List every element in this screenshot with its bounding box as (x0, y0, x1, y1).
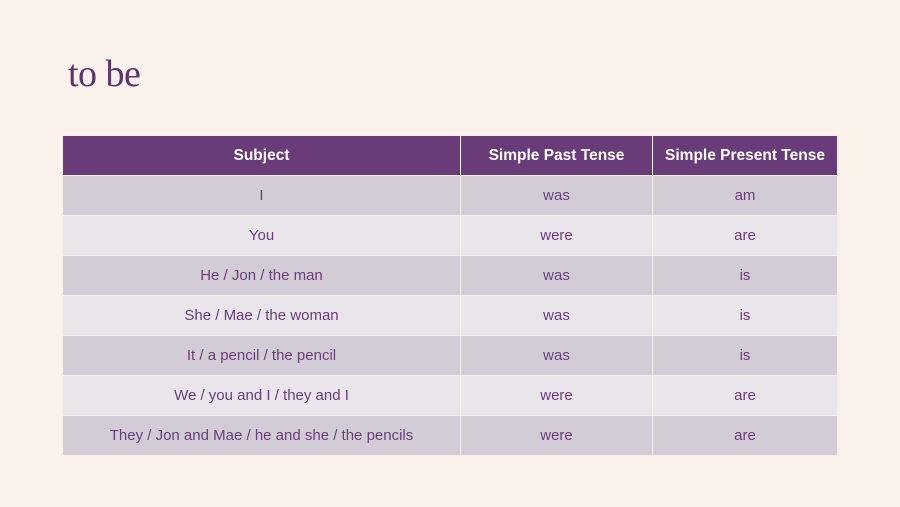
present-cell: am (652, 175, 838, 216)
header-present: Simple Present Tense (652, 135, 838, 176)
table-header-row: Subject Simple Past Tense Simple Present… (62, 135, 838, 176)
table-row: You were are (62, 215, 838, 256)
header-past: Simple Past Tense (460, 135, 653, 176)
header-subject: Subject (62, 135, 461, 176)
conjugation-table: Subject Simple Past Tense Simple Present… (62, 135, 838, 456)
subject-cell: I (62, 175, 461, 216)
subject-cell: You (62, 215, 461, 256)
page-title: to be (68, 53, 141, 95)
subject-cell: It / a pencil / the pencil (62, 335, 461, 376)
table-row: It / a pencil / the pencil was is (62, 335, 838, 376)
present-cell: is (652, 255, 838, 296)
table-row: She / Mae / the woman was is (62, 295, 838, 336)
subject-cell: She / Mae / the woman (62, 295, 461, 336)
past-cell: were (460, 215, 653, 256)
past-cell: were (460, 375, 653, 416)
past-cell: was (460, 295, 653, 336)
present-cell: are (652, 415, 838, 456)
subject-cell: They / Jon and Mae / he and she / the pe… (62, 415, 461, 456)
present-cell: is (652, 335, 838, 376)
table-row: He / Jon / the man was is (62, 255, 838, 296)
present-cell: is (652, 295, 838, 336)
past-cell: were (460, 415, 653, 456)
past-cell: was (460, 255, 653, 296)
table-row: They / Jon and Mae / he and she / the pe… (62, 415, 838, 456)
past-cell: was (460, 175, 653, 216)
present-cell: are (652, 375, 838, 416)
subject-cell: We / you and I / they and I (62, 375, 461, 416)
subject-cell: He / Jon / the man (62, 255, 461, 296)
present-cell: are (652, 215, 838, 256)
past-cell: was (460, 335, 653, 376)
